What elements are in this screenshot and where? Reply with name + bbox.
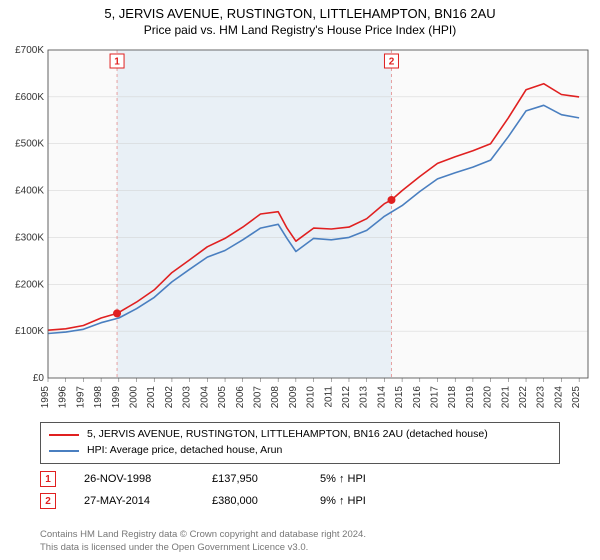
svg-text:2010: 2010 xyxy=(306,386,317,409)
svg-text:2024: 2024 xyxy=(553,386,564,409)
legend: 5, JERVIS AVENUE, RUSTINGTON, LITTLEHAMP… xyxy=(40,422,560,464)
legend-label: 5, JERVIS AVENUE, RUSTINGTON, LITTLEHAMP… xyxy=(87,427,488,443)
footer-line: Contains HM Land Registry data © Crown c… xyxy=(40,529,366,541)
svg-text:1995: 1995 xyxy=(40,386,51,409)
marker-delta: 5% ↑ HPI xyxy=(320,473,420,485)
marker-delta: 9% ↑ HPI xyxy=(320,495,420,507)
svg-text:2011: 2011 xyxy=(323,386,334,408)
svg-text:2003: 2003 xyxy=(182,386,193,409)
svg-text:2002: 2002 xyxy=(164,386,175,409)
svg-text:2009: 2009 xyxy=(288,386,299,409)
legend-swatch xyxy=(49,450,79,452)
svg-text:2013: 2013 xyxy=(359,386,370,409)
svg-text:£500K: £500K xyxy=(15,139,44,150)
svg-text:2012: 2012 xyxy=(341,386,352,409)
svg-text:2008: 2008 xyxy=(270,386,281,409)
svg-text:2006: 2006 xyxy=(235,386,246,409)
marker-price: £137,950 xyxy=(212,473,292,485)
svg-text:£700K: £700K xyxy=(15,45,44,56)
footer-line: This data is licensed under the Open Gov… xyxy=(40,542,366,554)
svg-text:2014: 2014 xyxy=(376,386,387,409)
svg-text:1: 1 xyxy=(114,57,120,68)
plot-area: £0 £100K £200K £300K £400K £500K £600K £700K 199… xyxy=(0,44,600,414)
svg-text:2001: 2001 xyxy=(146,386,157,409)
marker-row: 2 27-MAY-2014 £380,000 9% ↑ HPI xyxy=(40,490,560,512)
legend-label: HPI: Average price, detached house, Arun xyxy=(87,443,282,459)
svg-text:2023: 2023 xyxy=(536,386,547,409)
marker-row: 1 26-NOV-1998 £137,950 5% ↑ HPI xyxy=(40,468,560,490)
svg-text:2019: 2019 xyxy=(465,386,476,409)
svg-text:1997: 1997 xyxy=(75,386,86,409)
svg-text:2025: 2025 xyxy=(571,386,582,409)
marker-date: 27-MAY-2014 xyxy=(84,495,184,507)
svg-text:2017: 2017 xyxy=(430,386,441,409)
svg-text:£0: £0 xyxy=(33,373,45,384)
svg-text:1998: 1998 xyxy=(93,386,104,409)
legend-item: HPI: Average price, detached house, Arun xyxy=(49,443,551,459)
svg-text:1996: 1996 xyxy=(58,386,69,409)
svg-text:2005: 2005 xyxy=(217,386,228,409)
svg-text:2021: 2021 xyxy=(500,386,511,409)
svg-text:2022: 2022 xyxy=(518,386,529,409)
svg-text:£300K: £300K xyxy=(15,232,44,243)
marker-date: 26-NOV-1998 xyxy=(84,473,184,485)
marker-table: 1 26-NOV-1998 £137,950 5% ↑ HPI 2 27-MAY… xyxy=(40,468,560,512)
svg-text:2: 2 xyxy=(389,57,395,68)
svg-text:1999: 1999 xyxy=(111,386,122,409)
marker-badge: 2 xyxy=(40,493,56,509)
svg-text:2004: 2004 xyxy=(199,386,210,409)
svg-text:£400K: £400K xyxy=(15,186,44,197)
svg-text:2015: 2015 xyxy=(394,386,405,409)
svg-text:2016: 2016 xyxy=(412,386,423,409)
svg-text:2020: 2020 xyxy=(483,386,494,409)
marker-badge: 1 xyxy=(40,471,56,487)
svg-text:£600K: £600K xyxy=(15,92,44,103)
svg-text:2000: 2000 xyxy=(129,386,140,409)
legend-item: 5, JERVIS AVENUE, RUSTINGTON, LITTLEHAMP… xyxy=(49,427,551,443)
footer-attribution: Contains HM Land Registry data © Crown c… xyxy=(40,529,366,554)
svg-text:2018: 2018 xyxy=(447,386,458,409)
legend-swatch xyxy=(49,434,79,436)
chart-title: 5, JERVIS AVENUE, RUSTINGTON, LITTLEHAMP… xyxy=(0,0,600,21)
chart-subtitle: Price paid vs. HM Land Registry's House … xyxy=(0,21,600,41)
chart-svg: £0 £100K £200K £300K £400K £500K £600K £700K 199… xyxy=(0,44,600,414)
svg-text:£100K: £100K xyxy=(15,326,44,337)
marker-price: £380,000 xyxy=(212,495,292,507)
svg-text:2007: 2007 xyxy=(252,386,263,409)
svg-text:£200K: £200K xyxy=(15,279,44,290)
